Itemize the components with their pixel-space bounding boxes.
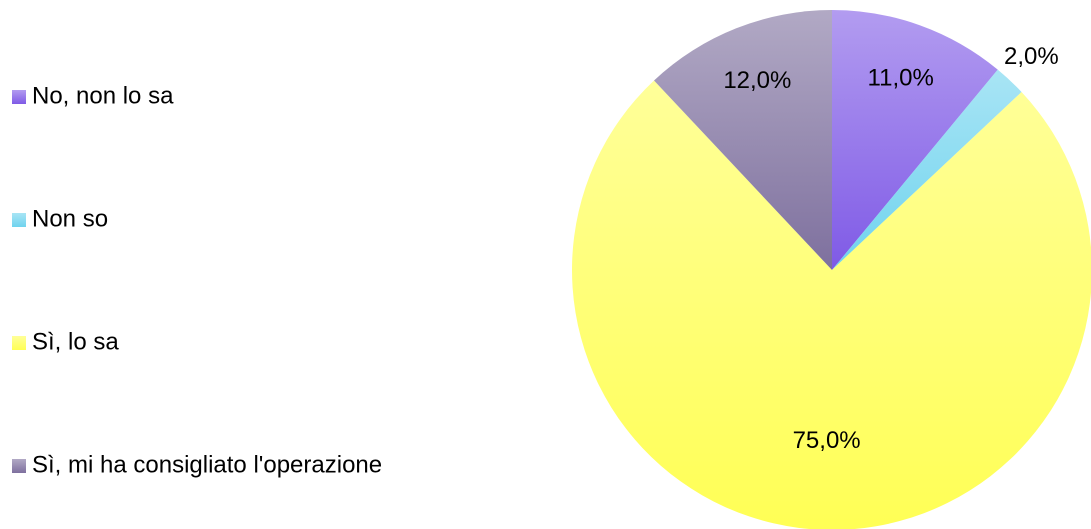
legend-swatch (12, 213, 26, 227)
data-label: 75,0% (793, 427, 861, 454)
legend-label: Sì, lo sa (32, 328, 119, 355)
legend-swatch (12, 90, 26, 104)
legend-label: No, non lo sa (32, 82, 174, 109)
data-label: 12,0% (723, 67, 791, 94)
legend-label: Non so (32, 205, 108, 232)
pie-slice (832, 69, 1022, 270)
data-label: 2,0% (1004, 43, 1059, 70)
legend-label: Sì, mi ha consigliato l'operazione (32, 451, 382, 478)
data-label: 11,0% (868, 65, 934, 92)
pie-slice (832, 10, 998, 270)
pie-slice (572, 80, 1091, 529)
legend-swatch (12, 336, 26, 350)
pie (572, 10, 1091, 529)
legend: No, non lo sa Non so Sì, lo sa Sì, mi ha co… (12, 82, 382, 478)
data-labels: 11,0% 2,0% 75,0% 12,0% (723, 43, 1058, 454)
pie-slice (654, 10, 832, 270)
legend-swatch (12, 459, 26, 473)
